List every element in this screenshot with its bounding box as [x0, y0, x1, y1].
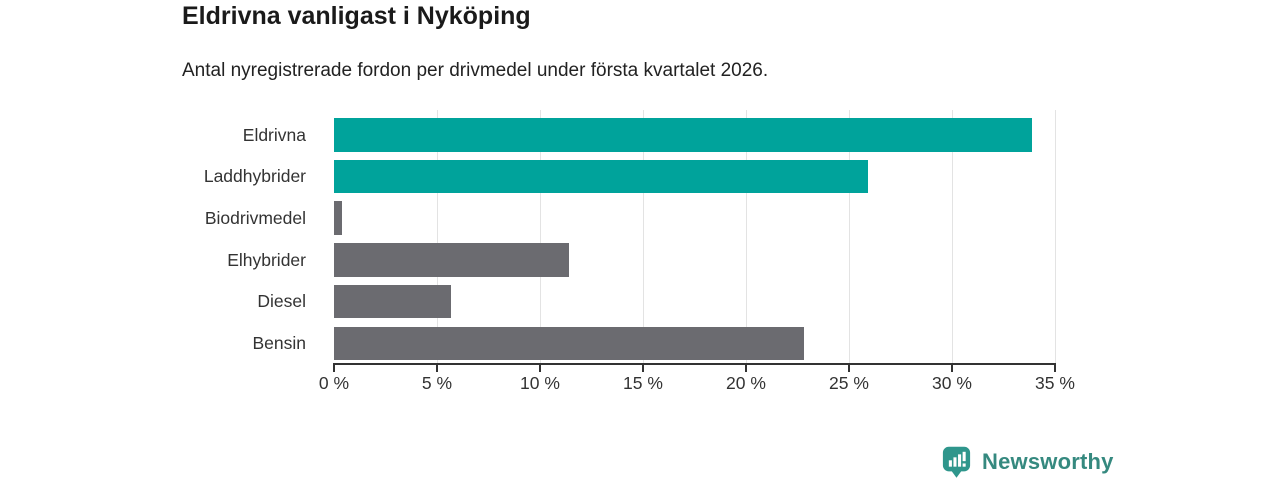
bar-eldrivna [334, 118, 1033, 152]
bar-diesel [334, 284, 452, 319]
x-tick-20 [745, 363, 747, 372]
bar-laddhybrider [334, 159, 868, 194]
newsworthy-logo-link[interactable]: Newsworthy [941, 445, 1114, 479]
x-tick-label-15: 15 % [623, 373, 663, 393]
x-tick-label-0: 0 % [318, 373, 350, 393]
category-label-biodrivmedel: Biodrivmedel [204, 207, 306, 228]
category-label-bensin: Bensin [252, 333, 306, 353]
chart-subtitle: Antal nyregistrerade fordon per drivmede… [182, 60, 769, 81]
x-tick-15 [642, 363, 644, 372]
category-label-diesel: Diesel [257, 291, 306, 312]
bar-elhybrider [334, 243, 569, 277]
gridline-35-percent [1055, 110, 1056, 363]
x-tick-30 [951, 363, 953, 372]
gridline-30-percent [952, 110, 953, 363]
x-axis-line [334, 363, 1056, 365]
chart-title: Eldrivna vanligast i Nyköping [182, 2, 531, 30]
bar-bensin [334, 326, 804, 360]
x-tick-5 [436, 363, 438, 372]
x-tick-label-10: 10 % [520, 373, 560, 393]
gridline-15-percent [643, 110, 644, 363]
gridline-20-percent [746, 110, 747, 363]
x-tick-0 [333, 363, 335, 372]
plot-area [334, 110, 1056, 363]
x-tick-label-30: 30 % [932, 373, 972, 393]
x-tick-label-20: 20 % [726, 373, 766, 393]
x-tick-25 [848, 363, 850, 372]
x-tick-label-35: 35 % [1035, 373, 1075, 393]
category-label-eldrivna: Eldrivna [242, 124, 306, 145]
category-label-elhybrider: Elhybrider [227, 249, 306, 270]
newsworthy-wordmark: Newsworthy [982, 449, 1114, 474]
gridline-5-percent [437, 110, 438, 363]
category-label-laddhybrider: Laddhybrider [203, 166, 306, 187]
bar-biodrivmedel [334, 201, 343, 235]
x-tick-label-25: 25 % [829, 373, 869, 393]
newsworthy-logo-icon [941, 445, 972, 479]
x-tick-label-5: 5 % [421, 373, 453, 393]
x-tick-10 [539, 363, 541, 372]
gridline-10-percent [540, 110, 541, 363]
category-axis: Eldrivna Laddhybrider Biodrivmedel Elhybrid… [0, 110, 320, 363]
gridline-25-percent [849, 110, 850, 363]
x-tick-35 [1054, 363, 1056, 372]
